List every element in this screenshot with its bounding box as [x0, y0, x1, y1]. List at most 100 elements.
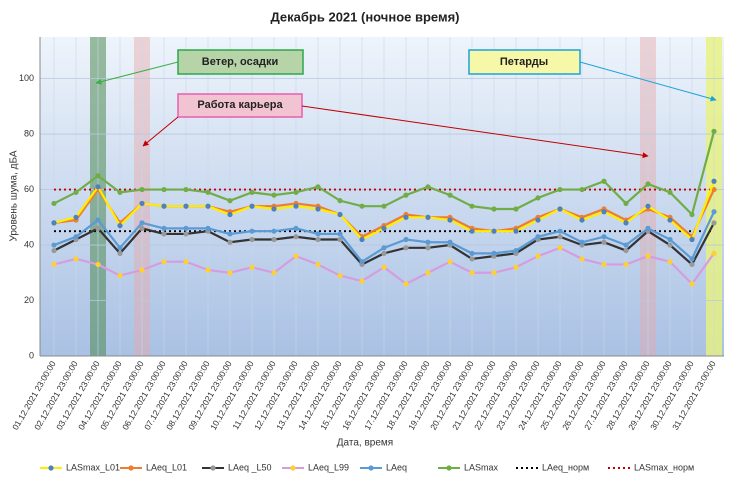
- data-point: [293, 203, 299, 209]
- data-point: [425, 245, 431, 251]
- data-point: [51, 247, 57, 254]
- data-point: [381, 264, 387, 270]
- data-point: [117, 189, 123, 195]
- annotation-box: [177, 93, 303, 118]
- data-point: [117, 272, 123, 279]
- data-point: [95, 173, 101, 179]
- data-point: [403, 214, 409, 220]
- data-point: [95, 184, 101, 190]
- data-point: [469, 228, 475, 234]
- data-point: [513, 206, 519, 212]
- data-point: [535, 234, 541, 240]
- data-point: [689, 256, 695, 262]
- data-point: [667, 217, 673, 223]
- data-point: [161, 231, 167, 237]
- data-point: [337, 231, 343, 237]
- data-point: [491, 250, 497, 256]
- data-point: [425, 184, 431, 190]
- annotation: Работа карьера: [197, 99, 283, 111]
- data-point: [95, 261, 101, 268]
- annotation-box: [177, 49, 304, 75]
- data-point: [711, 209, 717, 215]
- data-point: [359, 203, 365, 209]
- y-tick-label: 100: [19, 73, 34, 83]
- data-point: [579, 217, 585, 223]
- data-point: [51, 242, 57, 248]
- data-point: [667, 259, 673, 265]
- data-point: [447, 259, 453, 265]
- data-point: [315, 206, 321, 212]
- data-point: [183, 186, 189, 193]
- y-tick-label: 60: [24, 184, 34, 194]
- data-point: [359, 259, 365, 265]
- data-point: [73, 189, 79, 195]
- y-tick-label: 0: [29, 350, 34, 360]
- data-point: [249, 203, 255, 209]
- data-point: [535, 253, 541, 259]
- data-point: [491, 206, 497, 212]
- data-point: [557, 228, 563, 234]
- data-point: [271, 270, 277, 276]
- data-point: [337, 272, 343, 279]
- data-point: [579, 186, 585, 193]
- data-point: [315, 261, 321, 268]
- data-point: [425, 239, 431, 245]
- data-point: [337, 211, 343, 218]
- data-point: [579, 256, 585, 262]
- data-point: [447, 239, 453, 245]
- annotation: Петарды: [500, 56, 548, 68]
- data-point: [139, 267, 145, 273]
- data-point: [579, 239, 585, 245]
- data-point: [161, 259, 167, 265]
- data-point: [381, 245, 387, 251]
- data-point: [623, 200, 629, 207]
- data-point: [73, 234, 79, 240]
- data-point: [667, 236, 673, 243]
- data-point: [557, 186, 563, 193]
- data-point: [557, 245, 563, 251]
- data-point: [645, 253, 651, 259]
- annotation-arrow: [579, 61, 717, 102]
- data-point: [491, 270, 497, 276]
- data-point: [601, 178, 607, 184]
- data-point: [337, 236, 343, 243]
- data-point: [183, 231, 189, 237]
- legend-label: LASmax_норм: [634, 462, 694, 472]
- data-point: [205, 203, 211, 209]
- data-point: [183, 203, 189, 209]
- data-point: [711, 250, 717, 256]
- data-point: [227, 270, 233, 276]
- data-point: [535, 195, 541, 201]
- y-tick-label: 80: [24, 128, 34, 138]
- data-point: [623, 247, 629, 254]
- data-point: [205, 225, 211, 231]
- legend-label: LAeq: [386, 462, 407, 472]
- data-point: [117, 245, 123, 251]
- data-point: [667, 189, 673, 195]
- annotation: Ветер, осадки: [202, 56, 278, 68]
- legend-label: LAeq_L99: [308, 462, 349, 472]
- data-point: [117, 223, 123, 229]
- data-point: [315, 231, 321, 237]
- data-point: [381, 203, 387, 209]
- data-point: [469, 250, 475, 256]
- data-point: [645, 203, 651, 209]
- data-point: [271, 228, 277, 234]
- legend-marker: [368, 465, 374, 471]
- data-point: [711, 128, 717, 134]
- data-point: [601, 209, 607, 215]
- data-point: [139, 225, 145, 231]
- legend-marker: [290, 465, 296, 471]
- data-point: [205, 267, 211, 273]
- legend-label: LASmax: [464, 462, 499, 472]
- data-point: [271, 206, 277, 212]
- data-point: [711, 178, 717, 184]
- annotations: Ветер, осадки Работа карьера Петарды: [95, 49, 717, 159]
- data-point: [227, 211, 233, 218]
- annotation-arrow: [142, 116, 179, 147]
- data-point: [513, 264, 519, 270]
- data-point: [73, 256, 79, 262]
- data-point: [139, 200, 145, 207]
- data-point: [271, 192, 277, 198]
